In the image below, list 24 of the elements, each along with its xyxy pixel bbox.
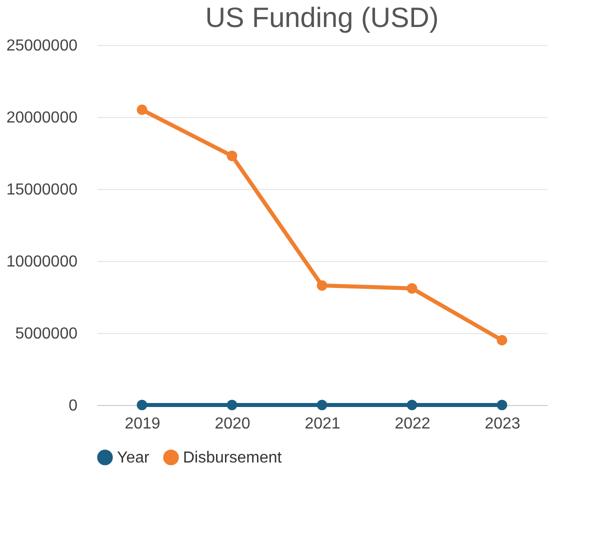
x-tick-label: 2022	[394, 416, 430, 432]
point	[136, 104, 148, 116]
point	[136, 400, 148, 410]
point	[406, 400, 418, 410]
point	[496, 400, 508, 410]
legend-label: Year	[117, 449, 150, 466]
x-tick-label: 2021	[304, 416, 340, 432]
x-tick-label: 2023	[484, 416, 520, 432]
point	[226, 400, 238, 410]
y-tick-label: 15000000	[6, 182, 78, 198]
chart-title: US Funding (USD)	[205, 2, 439, 33]
x-tick-label: 2020	[214, 416, 250, 432]
point	[316, 400, 328, 410]
y-tick-label: 20000000	[6, 110, 78, 126]
point	[496, 334, 508, 346]
y-tick-label: 5000000	[15, 326, 78, 342]
y-tick-label: 0	[68, 398, 78, 414]
legend-label: Disbursement	[183, 449, 282, 466]
x-tick-label: 2019	[124, 416, 160, 432]
point	[226, 150, 238, 162]
y-tick-label: 25000000	[6, 38, 78, 54]
y-tick-label: 10000000	[6, 254, 78, 270]
point	[406, 283, 418, 294]
point	[316, 280, 328, 291]
